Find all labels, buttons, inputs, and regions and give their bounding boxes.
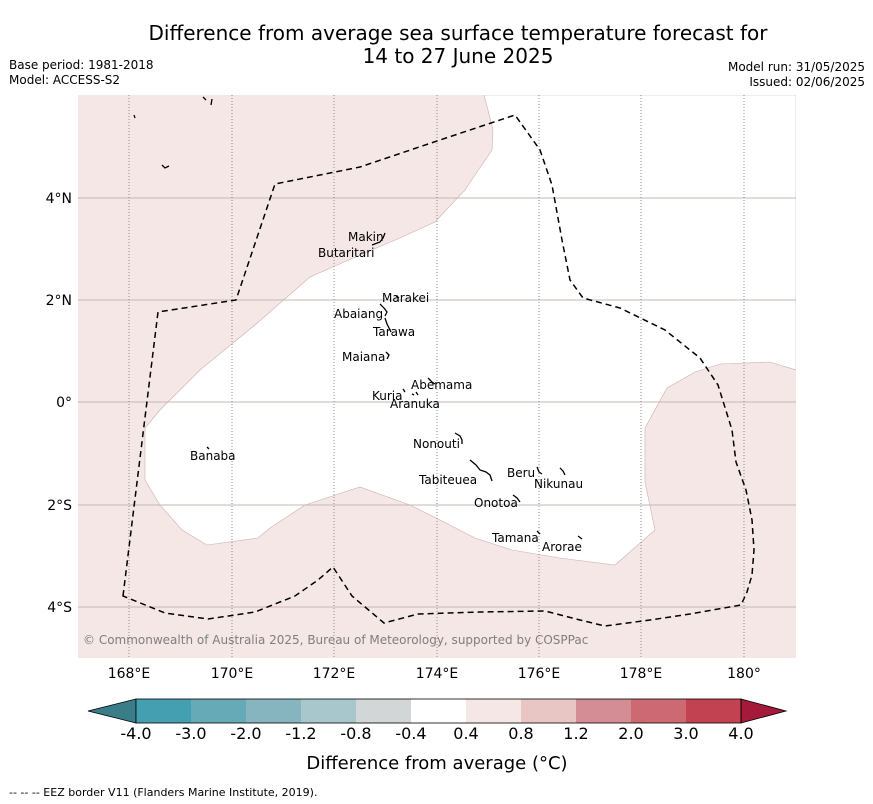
chart-title: Difference from average sea surface temp…	[0, 22, 873, 68]
longitude-tick-labels: 168°E 170°E 172°E 174°E 176°E 178°E 180°	[108, 666, 761, 682]
island-label-beru: Beru	[507, 466, 535, 480]
lat-label-4s: 4°S	[47, 600, 72, 616]
island-label-butaritari: Butaritari	[318, 246, 375, 260]
lon-label-178e: 178°E	[620, 666, 663, 682]
model-run: Model run: 31/05/2025	[727, 60, 865, 74]
colorbar-tick-label: -3.0	[175, 724, 206, 743]
colorbar-bin	[576, 699, 631, 723]
colorbar-tick-label: 3.0	[673, 724, 698, 743]
island-label-kuria: Kuria	[372, 389, 403, 403]
lon-label-172e: 172°E	[313, 666, 356, 682]
colorbar-label: Difference from average (°C)	[306, 753, 567, 774]
colorbar-bin	[521, 699, 576, 723]
base-period: Base period: 1981-2018	[9, 58, 154, 72]
copyright-text: © Commonwealth of Australia 2025, Bureau…	[83, 633, 588, 647]
island-label-abaiang: Abaiang	[334, 307, 383, 321]
colorbar-bin	[191, 699, 246, 723]
island-label-nikunau: Nikunau	[534, 477, 583, 491]
title-line-1: Difference from average sea surface temp…	[148, 21, 768, 45]
lon-label-180: 180°	[727, 666, 761, 682]
colorbar-tick-label: 0.4	[453, 724, 478, 743]
lon-label-174e: 174°E	[416, 666, 459, 682]
colorbar-extend-low	[87, 698, 137, 724]
island-label-makin: Makin	[348, 230, 384, 244]
island-label-tarawa: Tarawa	[372, 325, 415, 339]
title-line-2: 14 to 27 June 2025	[362, 44, 554, 68]
colorbar-tick-label: 4.0	[728, 724, 753, 743]
colorbar-tick-labels: -4.0 -3.0 -2.0 -1.2 -0.8 -0.4 0.4 0.8 1.2 2.0 3.0 4…	[120, 724, 753, 743]
lat-label-4n: 4°N	[46, 191, 72, 207]
issued-date: Issued: 02/06/2025	[749, 75, 865, 89]
latitude-tick-labels: 4°N 2°N 0° 2°S 4°S	[46, 191, 73, 616]
colorbar-tick-label: -1.2	[285, 724, 316, 743]
lat-label-2s: 2°S	[47, 498, 72, 514]
lon-label-168e: 168°E	[108, 666, 151, 682]
colorbar-tick-label: -0.4	[395, 724, 426, 743]
colorbar-bin	[246, 699, 301, 723]
lat-label-0: 0°	[56, 395, 72, 411]
island-label-aranuka: Aranuka	[390, 397, 440, 411]
island-label-arorae: Arorae	[542, 540, 582, 554]
colorbar-tick-label: 2.0	[618, 724, 643, 743]
colorbar-bin	[411, 699, 466, 723]
colorbar-bin	[686, 699, 741, 723]
colorbar-outline	[135, 698, 742, 724]
colorbar-bin	[356, 699, 411, 723]
island-labels: Makin Butaritari Marakei Abaiang Tarawa …	[190, 230, 583, 554]
island-label-tamana: Tamana	[491, 531, 539, 545]
colorbar-tick-label: -4.0	[120, 724, 151, 743]
lon-label-176e: 176°E	[518, 666, 561, 682]
longitude-gridlines	[128, 95, 745, 658]
island-label-marakei: Marakei	[382, 291, 429, 305]
island-label-maiana: Maiana	[342, 350, 385, 364]
colorbar-tick-label: 0.8	[508, 724, 533, 743]
colorbar-extend-high	[740, 698, 788, 724]
island-label-banaba: Banaba	[190, 449, 236, 463]
colorbar-tick-label: -2.0	[230, 724, 261, 743]
island-label-abemama: Abemama	[411, 378, 472, 392]
lon-label-170e: 170°E	[211, 666, 254, 682]
colorbar-bin	[466, 699, 521, 723]
eez-footnote: -- -- -- EEZ border V11 (Flanders Marine…	[9, 786, 318, 799]
island-label-nonouti: Nonouti	[413, 437, 460, 451]
meta-right: Model run: 31/05/2025 Issued: 02/06/2025	[728, 60, 865, 90]
colorbar-bin	[136, 699, 191, 723]
colorbar-tick-label: 1.2	[563, 724, 588, 743]
colorbar	[87, 698, 788, 724]
model-name: Model: ACCESS-S2	[9, 73, 121, 87]
lat-label-2n: 2°N	[46, 293, 72, 309]
island-coastlines	[133, 96, 583, 540]
colorbar-bin	[301, 699, 356, 723]
sst-anomaly-neutral-region	[144, 95, 796, 566]
meta-left: Base period: 1981-2018 Model: ACCESS-S2	[9, 58, 154, 88]
map-plot-area: Makin Butaritari Marakei Abaiang Tarawa …	[78, 95, 796, 658]
colorbar-bin	[631, 699, 686, 723]
eez-border	[122, 114, 755, 627]
colorbar-tick-label: -0.8	[340, 724, 371, 743]
island-label-onotoa: Onotoa	[474, 496, 518, 510]
island-label-tabiteuea: Tabiteuea	[418, 473, 477, 487]
